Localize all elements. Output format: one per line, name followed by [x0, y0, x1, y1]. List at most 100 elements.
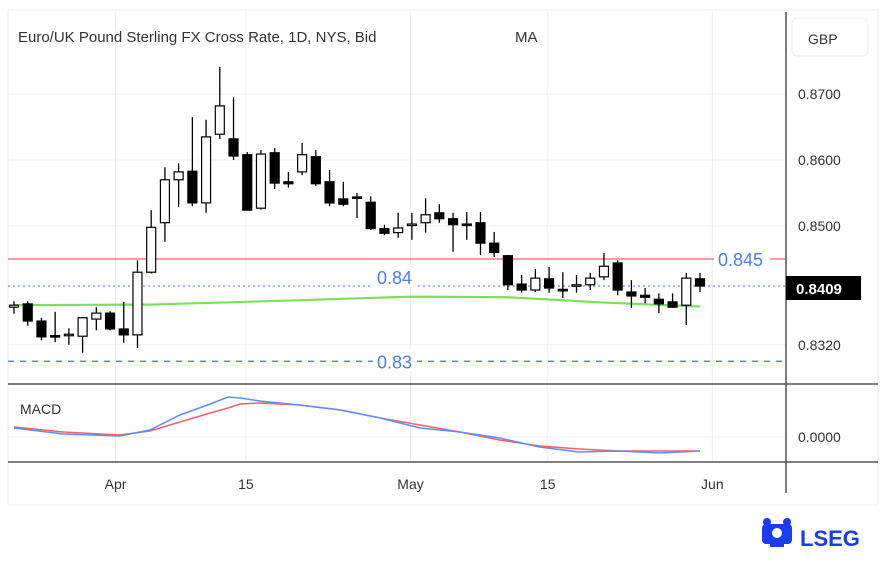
price-axis: 0.8700 0.8600 0.8500 0.8320	[798, 86, 841, 353]
candle-body-up	[420, 214, 431, 224]
last-price: 0.8409	[796, 281, 842, 298]
candle-body-down	[379, 228, 390, 234]
candle-body-down	[283, 181, 294, 185]
candle-body-up	[530, 277, 541, 291]
level-label-bg	[373, 265, 417, 288]
crest-icon	[762, 518, 792, 547]
candle	[475, 212, 486, 256]
candle-body-down	[310, 156, 321, 185]
candle-body-down	[475, 222, 486, 244]
brand-name: LSEG	[800, 526, 860, 551]
candle	[36, 317, 47, 341]
candle-body-down	[667, 301, 678, 308]
candle	[516, 274, 527, 293]
lseg-logo: LSEG	[762, 518, 860, 551]
candle-body-down	[502, 255, 514, 286]
candle-body-up	[77, 317, 88, 337]
time-tick-label: Apr	[105, 476, 127, 492]
currency-label: GBP	[808, 31, 838, 47]
candle-body-up	[63, 333, 74, 337]
candle	[379, 224, 390, 236]
moving-average	[13, 295, 701, 308]
candle-body-up	[255, 153, 267, 209]
candle	[242, 152, 253, 211]
candle-body-up	[598, 265, 610, 278]
candle	[461, 212, 472, 240]
last-price-badge: 0.8409	[786, 276, 861, 300]
candle-body-up	[297, 154, 308, 173]
macd-label: MACD	[20, 401, 61, 417]
candle	[612, 260, 623, 296]
candle-body-down	[612, 262, 623, 291]
candle	[22, 301, 33, 326]
candle	[598, 253, 610, 281]
price-tick-label: 0.8700	[798, 86, 841, 102]
candle	[91, 307, 102, 331]
candle-body-down	[434, 212, 445, 220]
candle	[324, 169, 335, 207]
macd-zero-tick: 0.0000	[798, 429, 841, 445]
candle	[297, 142, 308, 176]
candle	[585, 272, 596, 291]
candle	[434, 204, 445, 223]
candle	[200, 119, 212, 213]
candle	[104, 311, 116, 331]
candle	[228, 97, 239, 160]
candle-body-down	[640, 294, 651, 298]
time-tick-label: May	[397, 476, 423, 492]
candle-body-down	[653, 298, 664, 305]
currency-button[interactable]: GBP	[791, 17, 869, 57]
candle-body-down	[557, 288, 568, 292]
candle	[667, 293, 678, 308]
candle	[393, 212, 404, 238]
candle-body-down	[242, 154, 253, 211]
candle-body-down	[187, 170, 198, 204]
candle-body-down	[543, 278, 555, 289]
candle	[530, 268, 541, 292]
candle-body-up	[173, 171, 184, 181]
level-label: 0.845	[718, 250, 763, 270]
candle	[77, 317, 88, 353]
time-axis: Apr 15 May 15 Jun	[105, 476, 724, 492]
candle	[640, 288, 651, 304]
candle-body-down	[626, 291, 637, 297]
candle-body-up	[393, 227, 404, 234]
level-label-bg	[714, 247, 770, 269]
price-tick-label: 0.8500	[798, 218, 841, 234]
candle-body-up	[91, 312, 102, 320]
candle	[626, 280, 637, 308]
candle	[365, 196, 376, 230]
candle-body-up	[8, 304, 20, 308]
chart-title: Euro/UK Pound Sterling FX Cross Rate, 1D…	[18, 29, 376, 46]
candle	[351, 193, 363, 219]
candle-body-down	[516, 283, 527, 291]
candle	[571, 274, 582, 293]
time-tick-label: 15	[540, 476, 556, 492]
candle	[132, 260, 143, 349]
price-tick-label: 0.8600	[798, 152, 841, 168]
candle	[269, 148, 280, 190]
candle-body-down	[461, 223, 472, 227]
candle	[502, 255, 514, 291]
candle-body-up	[132, 271, 143, 336]
candle	[447, 212, 459, 252]
candle	[159, 167, 171, 242]
indicator-label: MA	[515, 29, 538, 46]
candle-body-up	[406, 223, 417, 227]
candle	[310, 150, 321, 186]
candle-body-down	[22, 303, 33, 322]
candle	[420, 198, 431, 233]
level-label: 0.83	[377, 352, 412, 372]
candle-body-down	[447, 218, 459, 226]
candle	[8, 301, 20, 314]
macd-line	[13, 396, 701, 454]
moving-average-line	[13, 295, 701, 308]
candle-body-down	[338, 198, 349, 205]
candle-body-up	[681, 277, 692, 306]
candle	[543, 266, 555, 293]
candle	[283, 171, 294, 188]
time-tick-label: Jun	[701, 476, 724, 492]
candle-body-down	[351, 196, 363, 200]
candle	[118, 301, 129, 343]
